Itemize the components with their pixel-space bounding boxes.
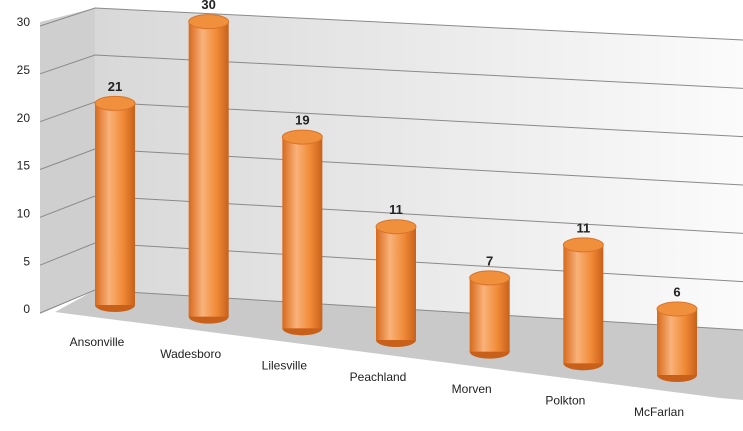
y-tick-label: 15 xyxy=(17,159,31,173)
bar xyxy=(656,301,698,382)
value-label: 7 xyxy=(486,253,493,268)
bar-top xyxy=(94,95,136,111)
bar-body xyxy=(469,277,510,352)
value-label: 19 xyxy=(295,113,309,128)
grid-line xyxy=(39,54,743,89)
bar xyxy=(188,14,230,324)
bar-top xyxy=(469,270,511,286)
y-tick-label: 0 xyxy=(23,302,30,316)
value-label: 6 xyxy=(673,284,680,299)
bar-top xyxy=(562,237,604,253)
value-label: 30 xyxy=(201,0,215,12)
y-tick-label: 5 xyxy=(23,254,30,268)
side-wall xyxy=(40,8,95,314)
bar xyxy=(281,129,323,336)
y-tick-label: 30 xyxy=(17,15,31,29)
x-tick-label: Polkton xyxy=(545,394,585,408)
x-tick-label: Morven xyxy=(452,382,492,396)
bar-body xyxy=(282,137,323,329)
y-tick-label: 10 xyxy=(17,207,31,221)
value-label: 11 xyxy=(576,220,590,235)
grid-line xyxy=(39,7,743,41)
bar xyxy=(375,219,417,347)
bar-top xyxy=(281,129,323,145)
bar-body xyxy=(563,244,604,364)
bar xyxy=(94,95,136,312)
bar-top xyxy=(375,219,417,235)
value-label: 11 xyxy=(389,202,403,217)
bar-body xyxy=(95,103,135,306)
bar-top xyxy=(656,301,698,317)
bar xyxy=(469,270,511,359)
bar-top xyxy=(188,14,230,30)
value-label: 21 xyxy=(108,79,122,94)
bar-body xyxy=(188,21,229,317)
bar-body xyxy=(657,309,697,375)
y-tick-label: 20 xyxy=(17,111,31,125)
bar xyxy=(562,237,604,371)
x-tick-label: Lilesville xyxy=(262,359,308,373)
x-tick-label: Ansonville xyxy=(70,335,125,349)
x-tick-label: Peachland xyxy=(350,370,407,384)
y-tick-label: 25 xyxy=(17,63,31,77)
bar-body xyxy=(376,226,416,340)
x-tick-label: McFarlan xyxy=(634,405,684,419)
x-tick-label: Wadesboro xyxy=(160,347,221,361)
